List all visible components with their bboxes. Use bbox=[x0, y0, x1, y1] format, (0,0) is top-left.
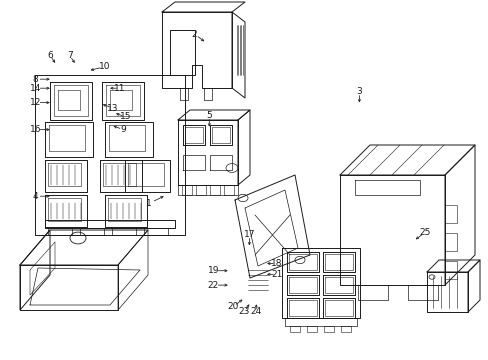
Text: 24: 24 bbox=[250, 307, 262, 316]
Text: 14: 14 bbox=[29, 84, 41, 93]
Text: 15: 15 bbox=[120, 112, 131, 121]
Text: 2: 2 bbox=[191, 30, 197, 39]
Text: 1: 1 bbox=[146, 199, 152, 208]
Text: 23: 23 bbox=[238, 307, 250, 316]
Text: 11: 11 bbox=[114, 84, 125, 93]
Text: 20: 20 bbox=[226, 302, 238, 311]
Text: 19: 19 bbox=[207, 266, 219, 275]
Text: 16: 16 bbox=[29, 125, 41, 134]
Text: 9: 9 bbox=[120, 125, 126, 134]
Text: 3: 3 bbox=[356, 87, 362, 96]
Text: 6: 6 bbox=[47, 51, 53, 60]
Text: 8: 8 bbox=[32, 75, 38, 84]
Text: 10: 10 bbox=[99, 62, 111, 71]
Text: 4: 4 bbox=[32, 192, 38, 201]
Text: 18: 18 bbox=[270, 259, 282, 268]
Text: 25: 25 bbox=[419, 228, 430, 237]
Text: 17: 17 bbox=[243, 230, 255, 239]
Text: 12: 12 bbox=[29, 98, 41, 107]
Text: 13: 13 bbox=[106, 104, 118, 112]
Text: 22: 22 bbox=[207, 281, 219, 289]
Text: 5: 5 bbox=[206, 111, 212, 120]
Text: 21: 21 bbox=[270, 270, 282, 279]
Text: 7: 7 bbox=[67, 51, 73, 60]
